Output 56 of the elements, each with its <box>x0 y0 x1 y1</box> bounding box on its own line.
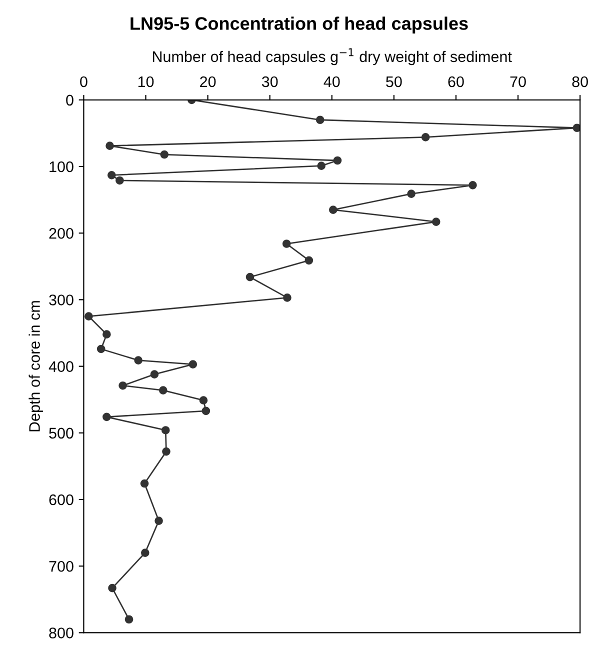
point <box>202 406 210 416</box>
x-tick-label: 30 <box>262 76 278 88</box>
point <box>108 584 116 592</box>
x-tick-label: 10 <box>138 76 154 88</box>
y-tick-label: 200 <box>49 228 74 239</box>
point <box>328 206 338 214</box>
point <box>432 218 440 226</box>
x-tick-label: 80 <box>572 76 588 88</box>
y-tick-label: 800 <box>49 628 74 638</box>
x-tick-label: 20 <box>200 76 216 88</box>
point <box>283 294 292 302</box>
point <box>118 381 127 390</box>
point <box>161 426 170 434</box>
point <box>468 180 477 190</box>
chart-title: LN95-5 Concentration of head capsules <box>130 16 468 34</box>
point <box>162 447 170 456</box>
x-tick-label: 40 <box>324 76 340 88</box>
point <box>246 272 254 282</box>
point <box>421 133 430 142</box>
x-tick-label: 50 <box>386 76 402 88</box>
point <box>572 124 580 132</box>
point <box>140 548 150 557</box>
point <box>160 150 169 159</box>
point <box>150 370 159 378</box>
point <box>158 386 168 394</box>
point <box>316 116 324 124</box>
point <box>317 162 326 170</box>
point <box>154 516 163 525</box>
y-axis-title: Depth of core in cm <box>28 301 43 432</box>
point <box>106 142 114 150</box>
y-tick-label: 700 <box>49 560 74 572</box>
y-tick-label: 600 <box>49 494 74 506</box>
y-tick-label: 0 <box>66 94 74 106</box>
point <box>102 412 111 422</box>
y-tick-label: 400 <box>48 361 74 372</box>
point <box>188 360 198 368</box>
point <box>199 396 208 404</box>
x-axis-title: Number of head capsules g$^{−1}$ dry weight of sediment <box>152 48 512 66</box>
point <box>124 615 134 624</box>
x-tick-label: 60 <box>448 76 464 88</box>
point <box>304 256 314 265</box>
point <box>407 190 416 198</box>
point <box>116 176 124 185</box>
point <box>333 156 342 165</box>
point <box>102 330 111 338</box>
point <box>96 344 106 354</box>
y-tick-label: 500 <box>49 428 74 439</box>
y-tick-label: 300 <box>49 294 74 306</box>
y-tick-label: 100 <box>50 161 74 172</box>
point <box>134 356 142 364</box>
point <box>140 479 149 488</box>
x-tick-label: 70 <box>510 76 526 88</box>
point <box>107 170 116 180</box>
point <box>84 312 93 321</box>
x-tick-label: 0 <box>80 76 88 88</box>
point <box>282 240 291 248</box>
